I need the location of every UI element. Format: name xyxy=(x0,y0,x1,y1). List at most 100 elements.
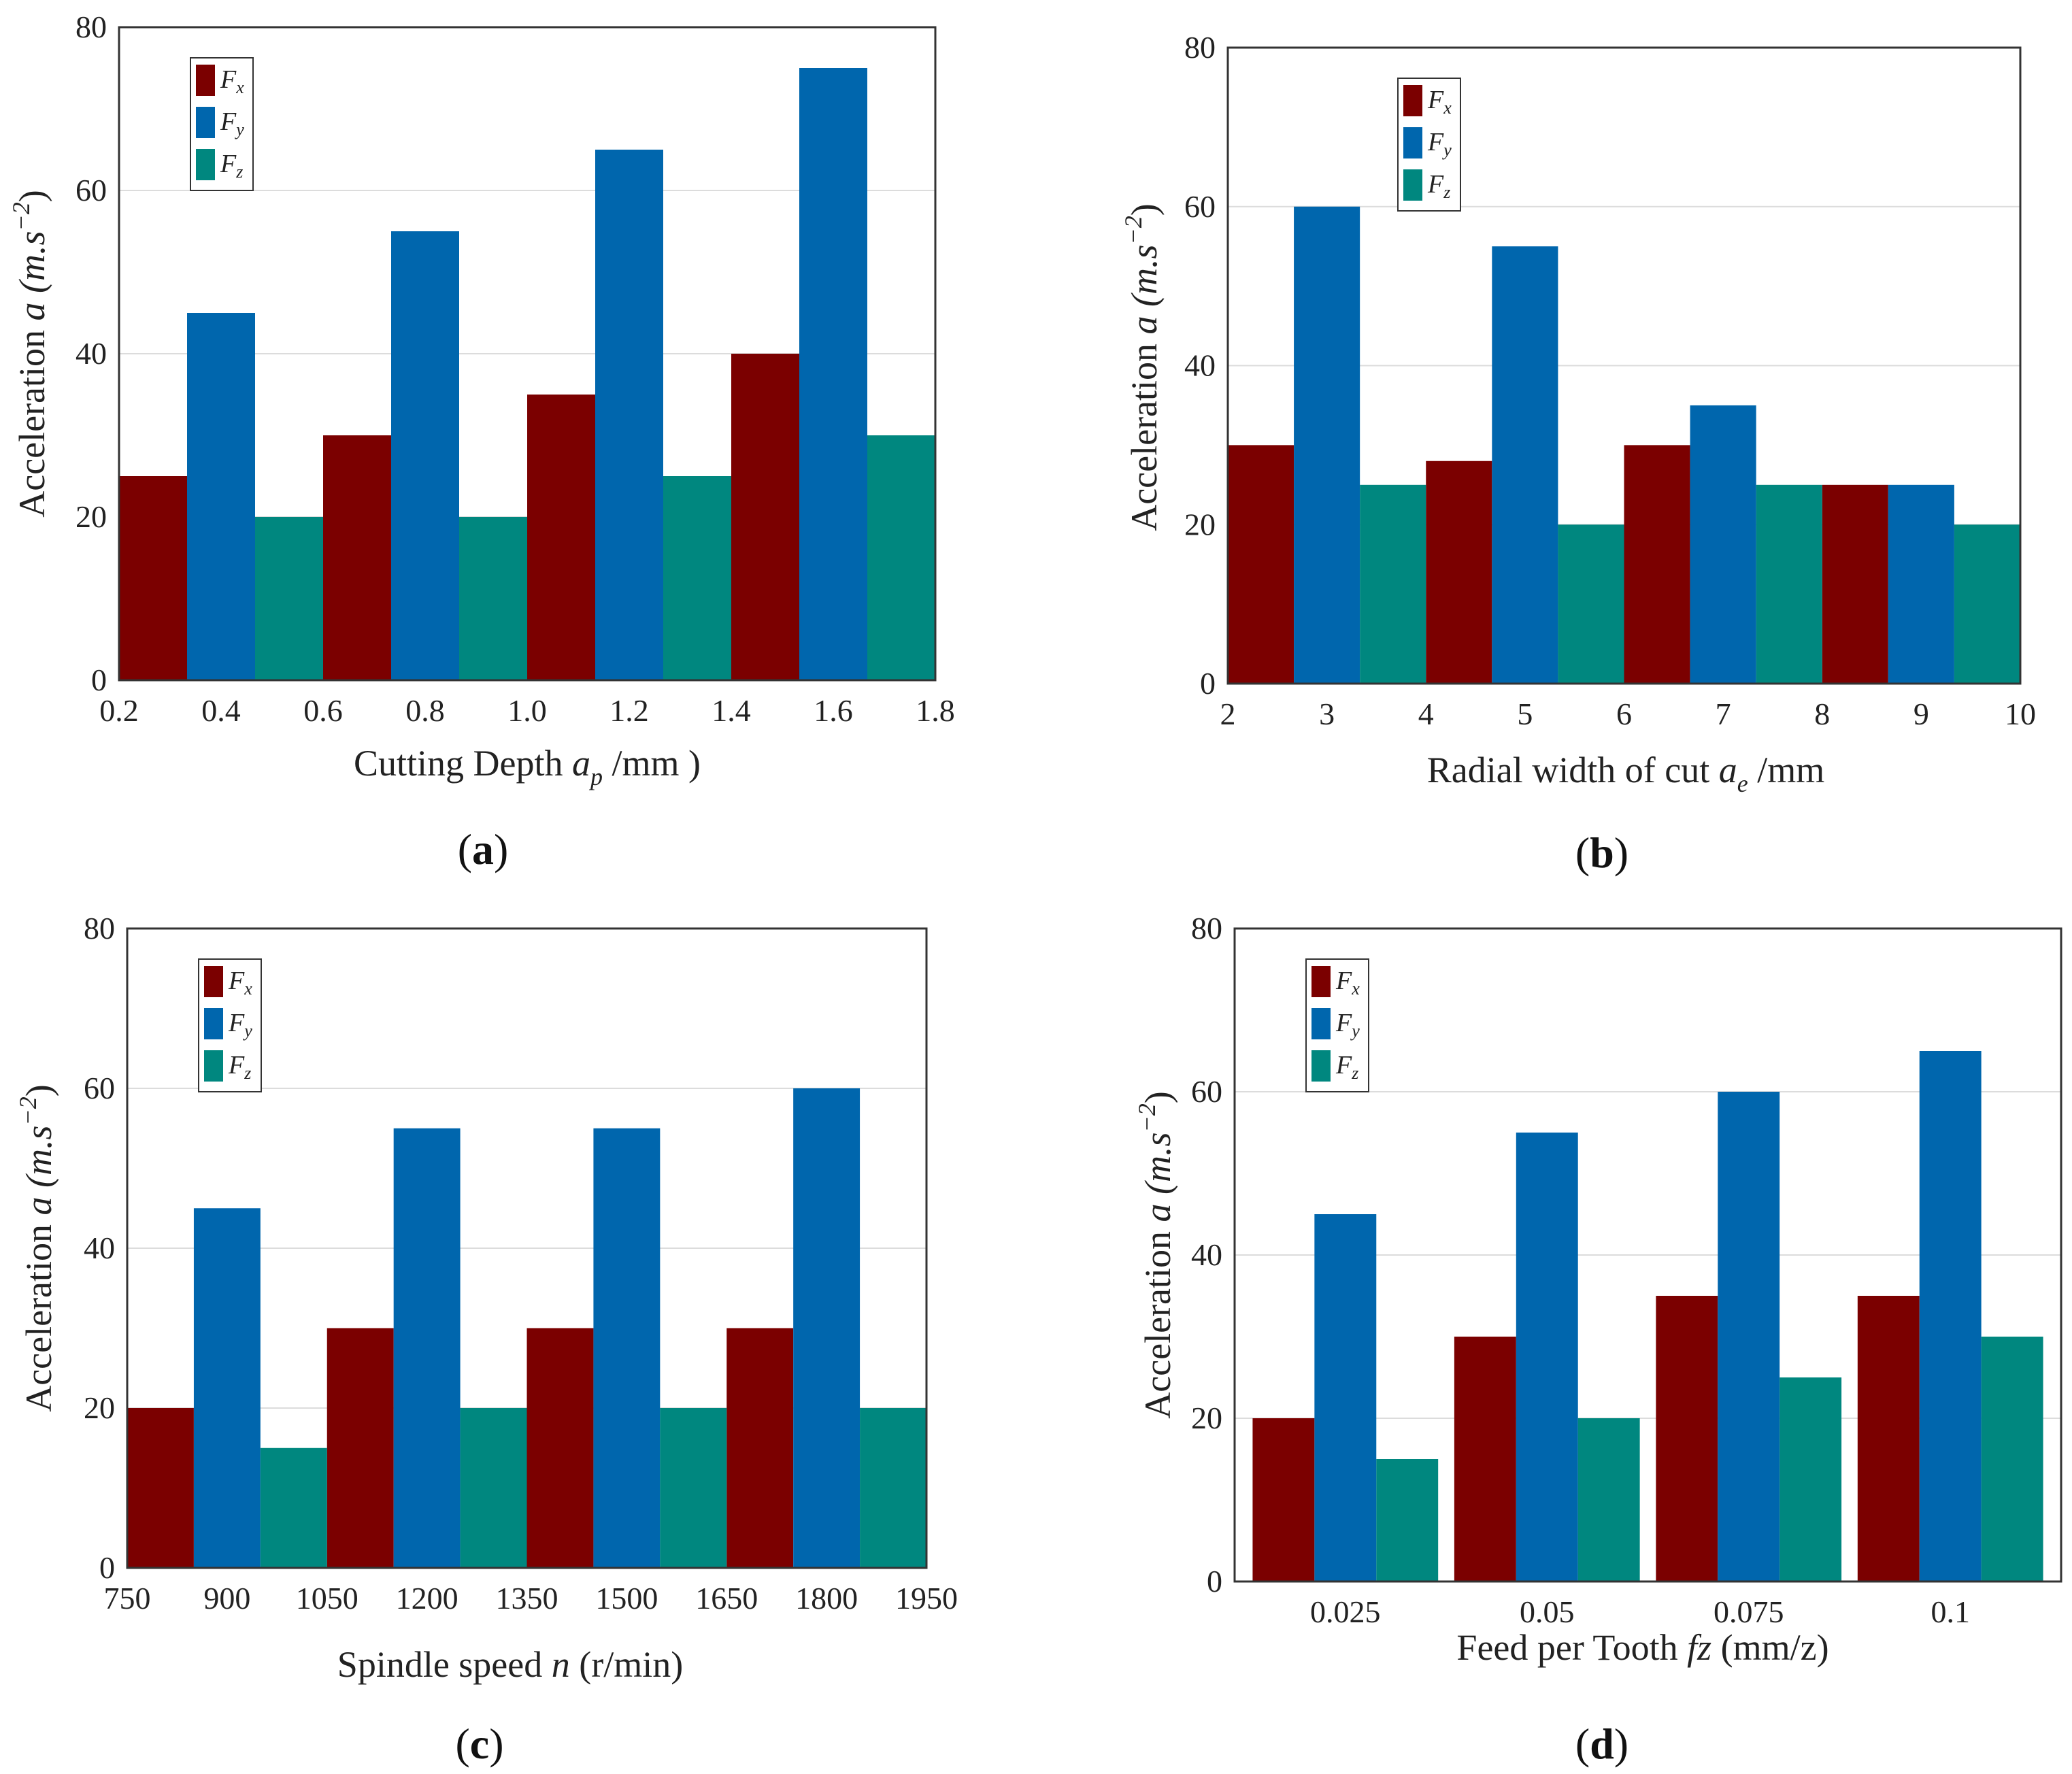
bar-Fz-3 xyxy=(1756,484,1822,684)
bar-Fz-2 xyxy=(1577,1418,1640,1581)
y-tick-label: 80 xyxy=(84,911,115,945)
legend-swatch-Fx xyxy=(204,966,223,997)
legend-swatch-Fx xyxy=(1403,85,1422,116)
legend-label-Fz: Fz xyxy=(1427,170,1450,202)
bar-Fy-2 xyxy=(1492,246,1558,684)
y-axis-label: Acceleration a (m.s−2) xyxy=(1120,203,1165,531)
legend-swatch-Fz xyxy=(1403,169,1422,201)
y-tick-label: 0 xyxy=(1207,1564,1222,1599)
bar-Fx-4 xyxy=(1857,1296,1920,1581)
bar-Fy-4 xyxy=(1919,1051,1982,1581)
y-tick-label: 20 xyxy=(84,1390,115,1425)
bar-Fy-2 xyxy=(393,1128,461,1568)
bar-Fx-3 xyxy=(527,395,595,680)
x-axis-label: Cutting Depth ap /mm ) xyxy=(354,743,701,790)
legend-label-Fx: Fx xyxy=(1335,967,1360,999)
legend-swatch-Fx xyxy=(196,65,215,96)
legend-label-Fy: Fy xyxy=(228,1009,252,1041)
legend-label-Fy: Fy xyxy=(1335,1009,1360,1041)
y-tick-label: 80 xyxy=(1184,30,1216,65)
bar-Fy-3 xyxy=(595,150,663,680)
y-tick-label: 60 xyxy=(1191,1074,1222,1109)
x-tick-label: 7 xyxy=(1716,697,1731,731)
bar-Fx-1 xyxy=(119,476,187,680)
panel-caption: (b) xyxy=(1575,829,1628,877)
x-axis-label: Feed per Tooth fz (mm/z) xyxy=(1456,1627,1828,1668)
bar-Fz-1 xyxy=(1376,1459,1439,1581)
y-tick-label: 40 xyxy=(1184,348,1216,383)
bar-Fy-1 xyxy=(193,1208,261,1568)
x-axis-label: Radial width of cut ae /mm xyxy=(1427,750,1824,797)
x-tick-label: 1500 xyxy=(595,1581,658,1616)
bar-Fz-1 xyxy=(1360,484,1426,684)
bar-Fz-4 xyxy=(860,1408,926,1568)
bar-Fz-1 xyxy=(255,517,323,680)
x-tick-label: 1.2 xyxy=(609,693,649,728)
bar-Fy-4 xyxy=(799,68,867,680)
x-tick-label: 9 xyxy=(1914,697,1929,731)
bar-Fz-4 xyxy=(1954,524,2020,684)
y-tick-label: 60 xyxy=(84,1071,115,1105)
y-tick-label: 40 xyxy=(1191,1237,1222,1272)
legend: Fx Fy Fz xyxy=(1305,958,1369,1092)
bar-Fy-3 xyxy=(593,1128,661,1568)
y-tick-label: 40 xyxy=(84,1231,115,1265)
x-tick-label: 0.8 xyxy=(405,693,445,728)
bar-Fx-2 xyxy=(1426,461,1492,684)
bar-Fx-2 xyxy=(1454,1337,1516,1581)
legend-label-Fz: Fz xyxy=(228,1051,251,1083)
x-tick-label: 750 xyxy=(104,1581,151,1616)
legend-swatch-Fy xyxy=(1403,127,1422,158)
chart-panel-b: 0 20 40 60 80 2 3 4 5 6 7 8 9 10 Radial width of cut a… xyxy=(1120,30,2036,877)
plot-frame xyxy=(126,927,928,1569)
x-tick-label: 0.075 xyxy=(1714,1594,1784,1629)
bar-Fx-3 xyxy=(1656,1296,1718,1581)
panel-caption: (c) xyxy=(455,1720,503,1768)
bar-Fz-3 xyxy=(1779,1377,1842,1581)
legend-swatch-Fx xyxy=(1311,966,1331,997)
x-tick-label: 1950 xyxy=(895,1581,958,1616)
x-axis-label: Spindle speed n (r/min) xyxy=(337,1644,683,1685)
x-tick-label: 5 xyxy=(1517,697,1533,731)
legend: Fx Fy Fz xyxy=(198,958,262,1092)
bar-Fy-3 xyxy=(1690,405,1756,684)
chart-panel-c: 0 20 40 60 80 750 900 1050 1200 1350 1500 1650 1800 1… xyxy=(14,911,958,1768)
x-tick-label: 3 xyxy=(1319,697,1335,731)
bar-Fy-1 xyxy=(1314,1214,1377,1581)
y-tick-label: 80 xyxy=(1191,911,1222,945)
x-tick-label: 1.4 xyxy=(712,693,751,728)
y-tick-label: 20 xyxy=(76,499,107,534)
x-tick-label: 2 xyxy=(1220,697,1236,731)
y-tick-label: 0 xyxy=(99,1550,115,1585)
legend-swatch-Fy xyxy=(1311,1008,1331,1039)
y-tick-label: 80 xyxy=(76,10,107,44)
legend-swatch-Fz xyxy=(196,149,215,180)
legend-swatch-Fy xyxy=(196,107,215,138)
legend-label-Fx: Fx xyxy=(220,65,244,97)
bar-Fy-3 xyxy=(1718,1092,1780,1581)
bar-Fy-1 xyxy=(187,313,255,680)
bar-Fz-3 xyxy=(663,476,731,680)
y-axis-label: Acceleration a (m.s−2) xyxy=(7,190,52,518)
chart-panel-d: 0 20 40 60 80 0.025 0.05 0.075 0.1 Feed per Tooth… xyxy=(1133,911,2062,1768)
bar-Fy-1 xyxy=(1294,206,1360,684)
chart-panel-a: 0 20 40 60 80 0.2 0.4 0.6 0.8 1.0 1.2 1.4 1.6 1.8 Cutt… xyxy=(7,10,955,873)
bar-Fy-4 xyxy=(1888,484,1954,684)
bar-Fx-4 xyxy=(1822,484,1888,684)
x-tick-label: 0.6 xyxy=(303,693,343,728)
y-tick-label: 40 xyxy=(76,336,107,371)
x-tick-label: 1050 xyxy=(296,1581,358,1616)
x-tick-label: 4 xyxy=(1418,697,1434,731)
x-tick-label: 1.0 xyxy=(507,693,547,728)
bar-Fz-4 xyxy=(867,435,935,680)
y-axis-label: Acceleration a (m.s−2) xyxy=(1133,1091,1178,1419)
bar-Fx-2 xyxy=(323,435,391,680)
bar-Fx-3 xyxy=(527,1328,594,1568)
x-tick-label: 0.2 xyxy=(99,693,139,728)
bar-Fx-2 xyxy=(327,1328,394,1568)
bar-Fx-4 xyxy=(731,354,799,680)
x-tick-label: 6 xyxy=(1616,697,1632,731)
legend-label-Fx: Fx xyxy=(228,967,252,999)
legend-label-Fz: Fz xyxy=(1335,1051,1358,1083)
